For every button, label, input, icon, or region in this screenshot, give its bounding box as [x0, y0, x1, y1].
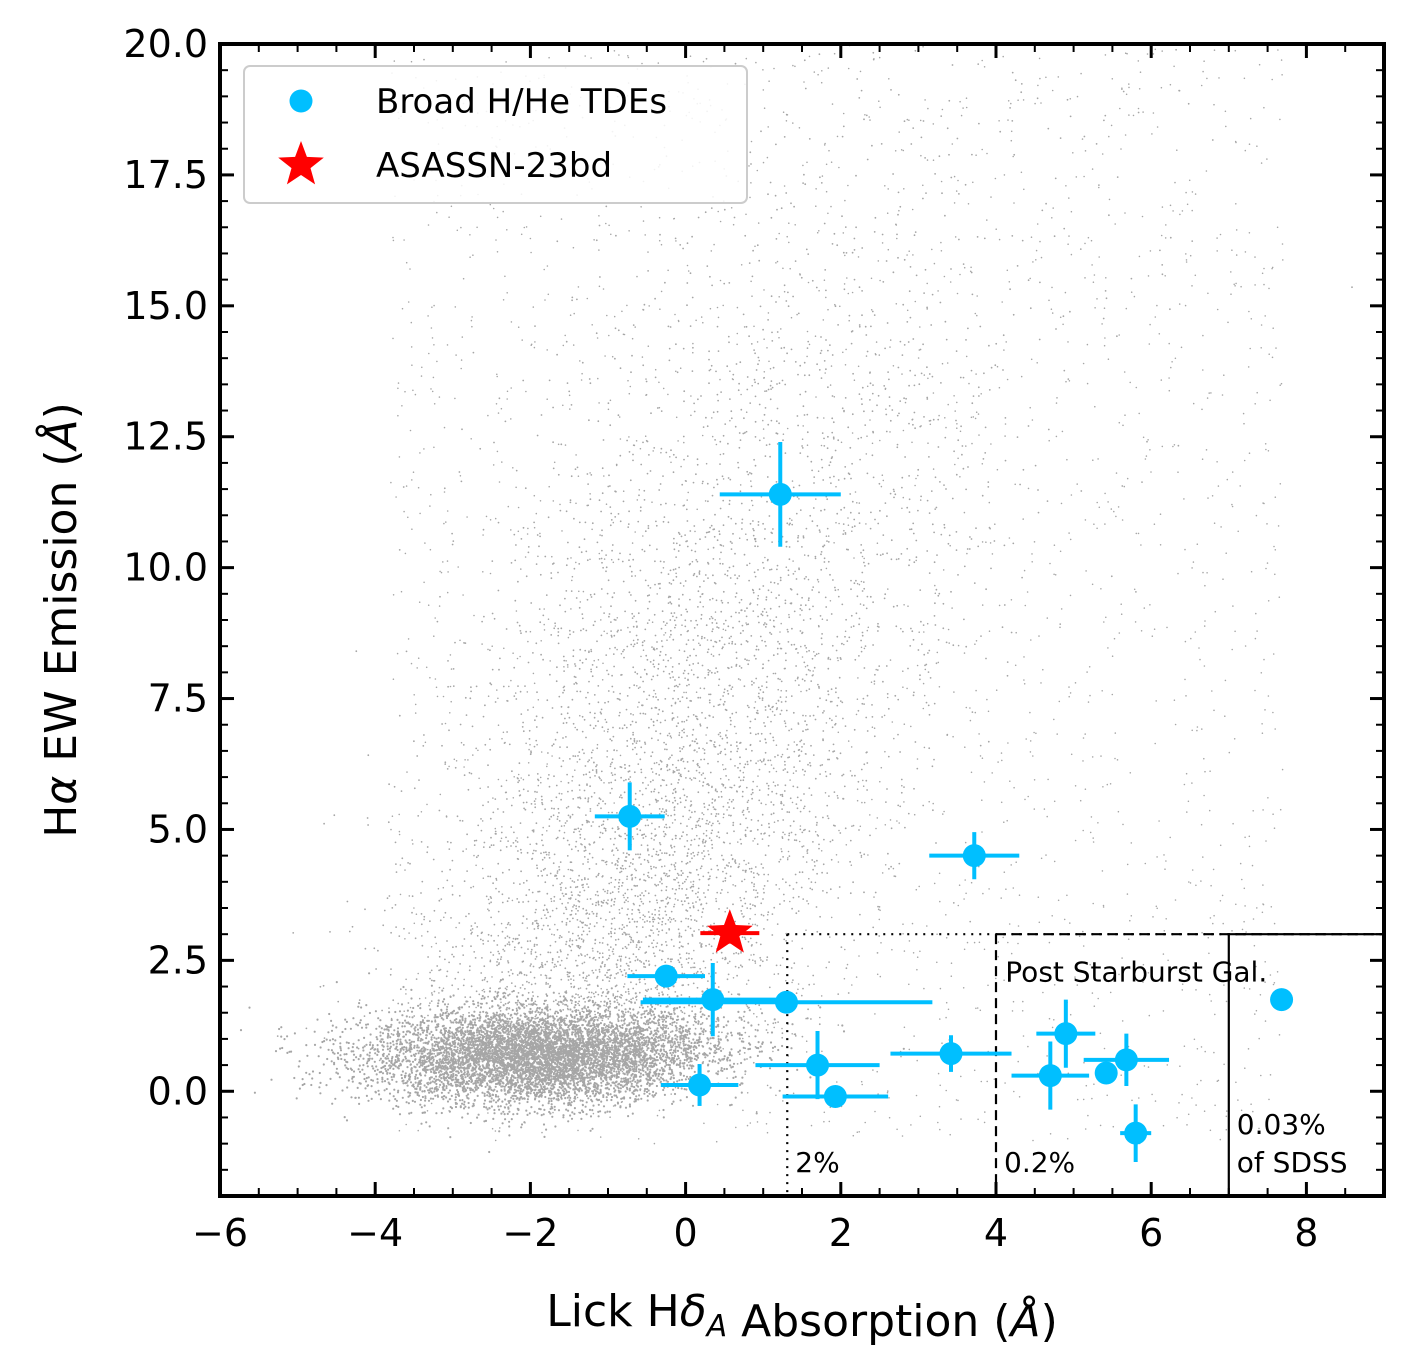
- region-2-label: 0.2%: [1004, 1146, 1075, 1179]
- tde-marker: [701, 988, 724, 1011]
- y-tick-label: 5.0: [148, 807, 208, 851]
- tde-marker: [1054, 1022, 1077, 1045]
- tde-marker: [963, 844, 986, 867]
- x-tick-label: −2: [502, 1211, 558, 1255]
- y-tick-label: 2.5: [148, 938, 208, 982]
- y-tick-label: 0.0: [148, 1069, 208, 1113]
- tde-marker: [806, 1054, 829, 1077]
- tde-marker: [1124, 1122, 1147, 1145]
- tde-marker: [1039, 1064, 1062, 1087]
- y-tick-label: 12.5: [123, 415, 208, 459]
- legend: Broad H/He TDEs ASASSN-23bd: [244, 66, 747, 203]
- x-tick-label: 0: [674, 1211, 698, 1255]
- tde-marker: [939, 1042, 962, 1065]
- tde-marker: [618, 805, 641, 828]
- annotation-1: Post Starburst Gal.: [1005, 955, 1267, 988]
- x-tick-label: 8: [1294, 1211, 1318, 1255]
- tde-marker: [1115, 1048, 1138, 1071]
- x-tick-label: 4: [984, 1211, 1008, 1255]
- tde-point-16: [1270, 988, 1293, 1011]
- y-tick-label: 20.0: [123, 22, 208, 66]
- y-tick-label: 17.5: [123, 153, 208, 197]
- tde-marker: [775, 991, 798, 1014]
- legend-asassn-label: ASASSN-23bd: [376, 146, 612, 186]
- x-tick-label: −4: [347, 1211, 403, 1255]
- tde-marker: [1095, 1061, 1118, 1084]
- tde-marker: [655, 965, 678, 988]
- y-tick-label: 7.5: [148, 677, 208, 721]
- legend-tde-marker: [290, 90, 313, 113]
- tde-marker: [824, 1085, 847, 1108]
- region-1-label: 2%: [795, 1146, 839, 1179]
- y-axis-label: Hα EW Emission (Å): [34, 402, 87, 838]
- region-3-label-line-2: of SDSS: [1237, 1146, 1348, 1179]
- tde-marker: [688, 1073, 711, 1096]
- region-3-label-line-1: 0.03%: [1237, 1108, 1326, 1141]
- y-tick-label: 15.0: [123, 284, 208, 328]
- x-tick-label: 2: [829, 1211, 853, 1255]
- tde-marker: [1270, 988, 1293, 1011]
- tde-marker: [769, 483, 792, 506]
- x-tick-label: −6: [192, 1211, 248, 1255]
- y-tick-label: 10.0: [123, 546, 208, 590]
- tde-point-13: [1095, 1061, 1118, 1084]
- legend-tde-label: Broad H/He TDEs: [376, 82, 667, 122]
- x-tick-label: 6: [1139, 1211, 1163, 1255]
